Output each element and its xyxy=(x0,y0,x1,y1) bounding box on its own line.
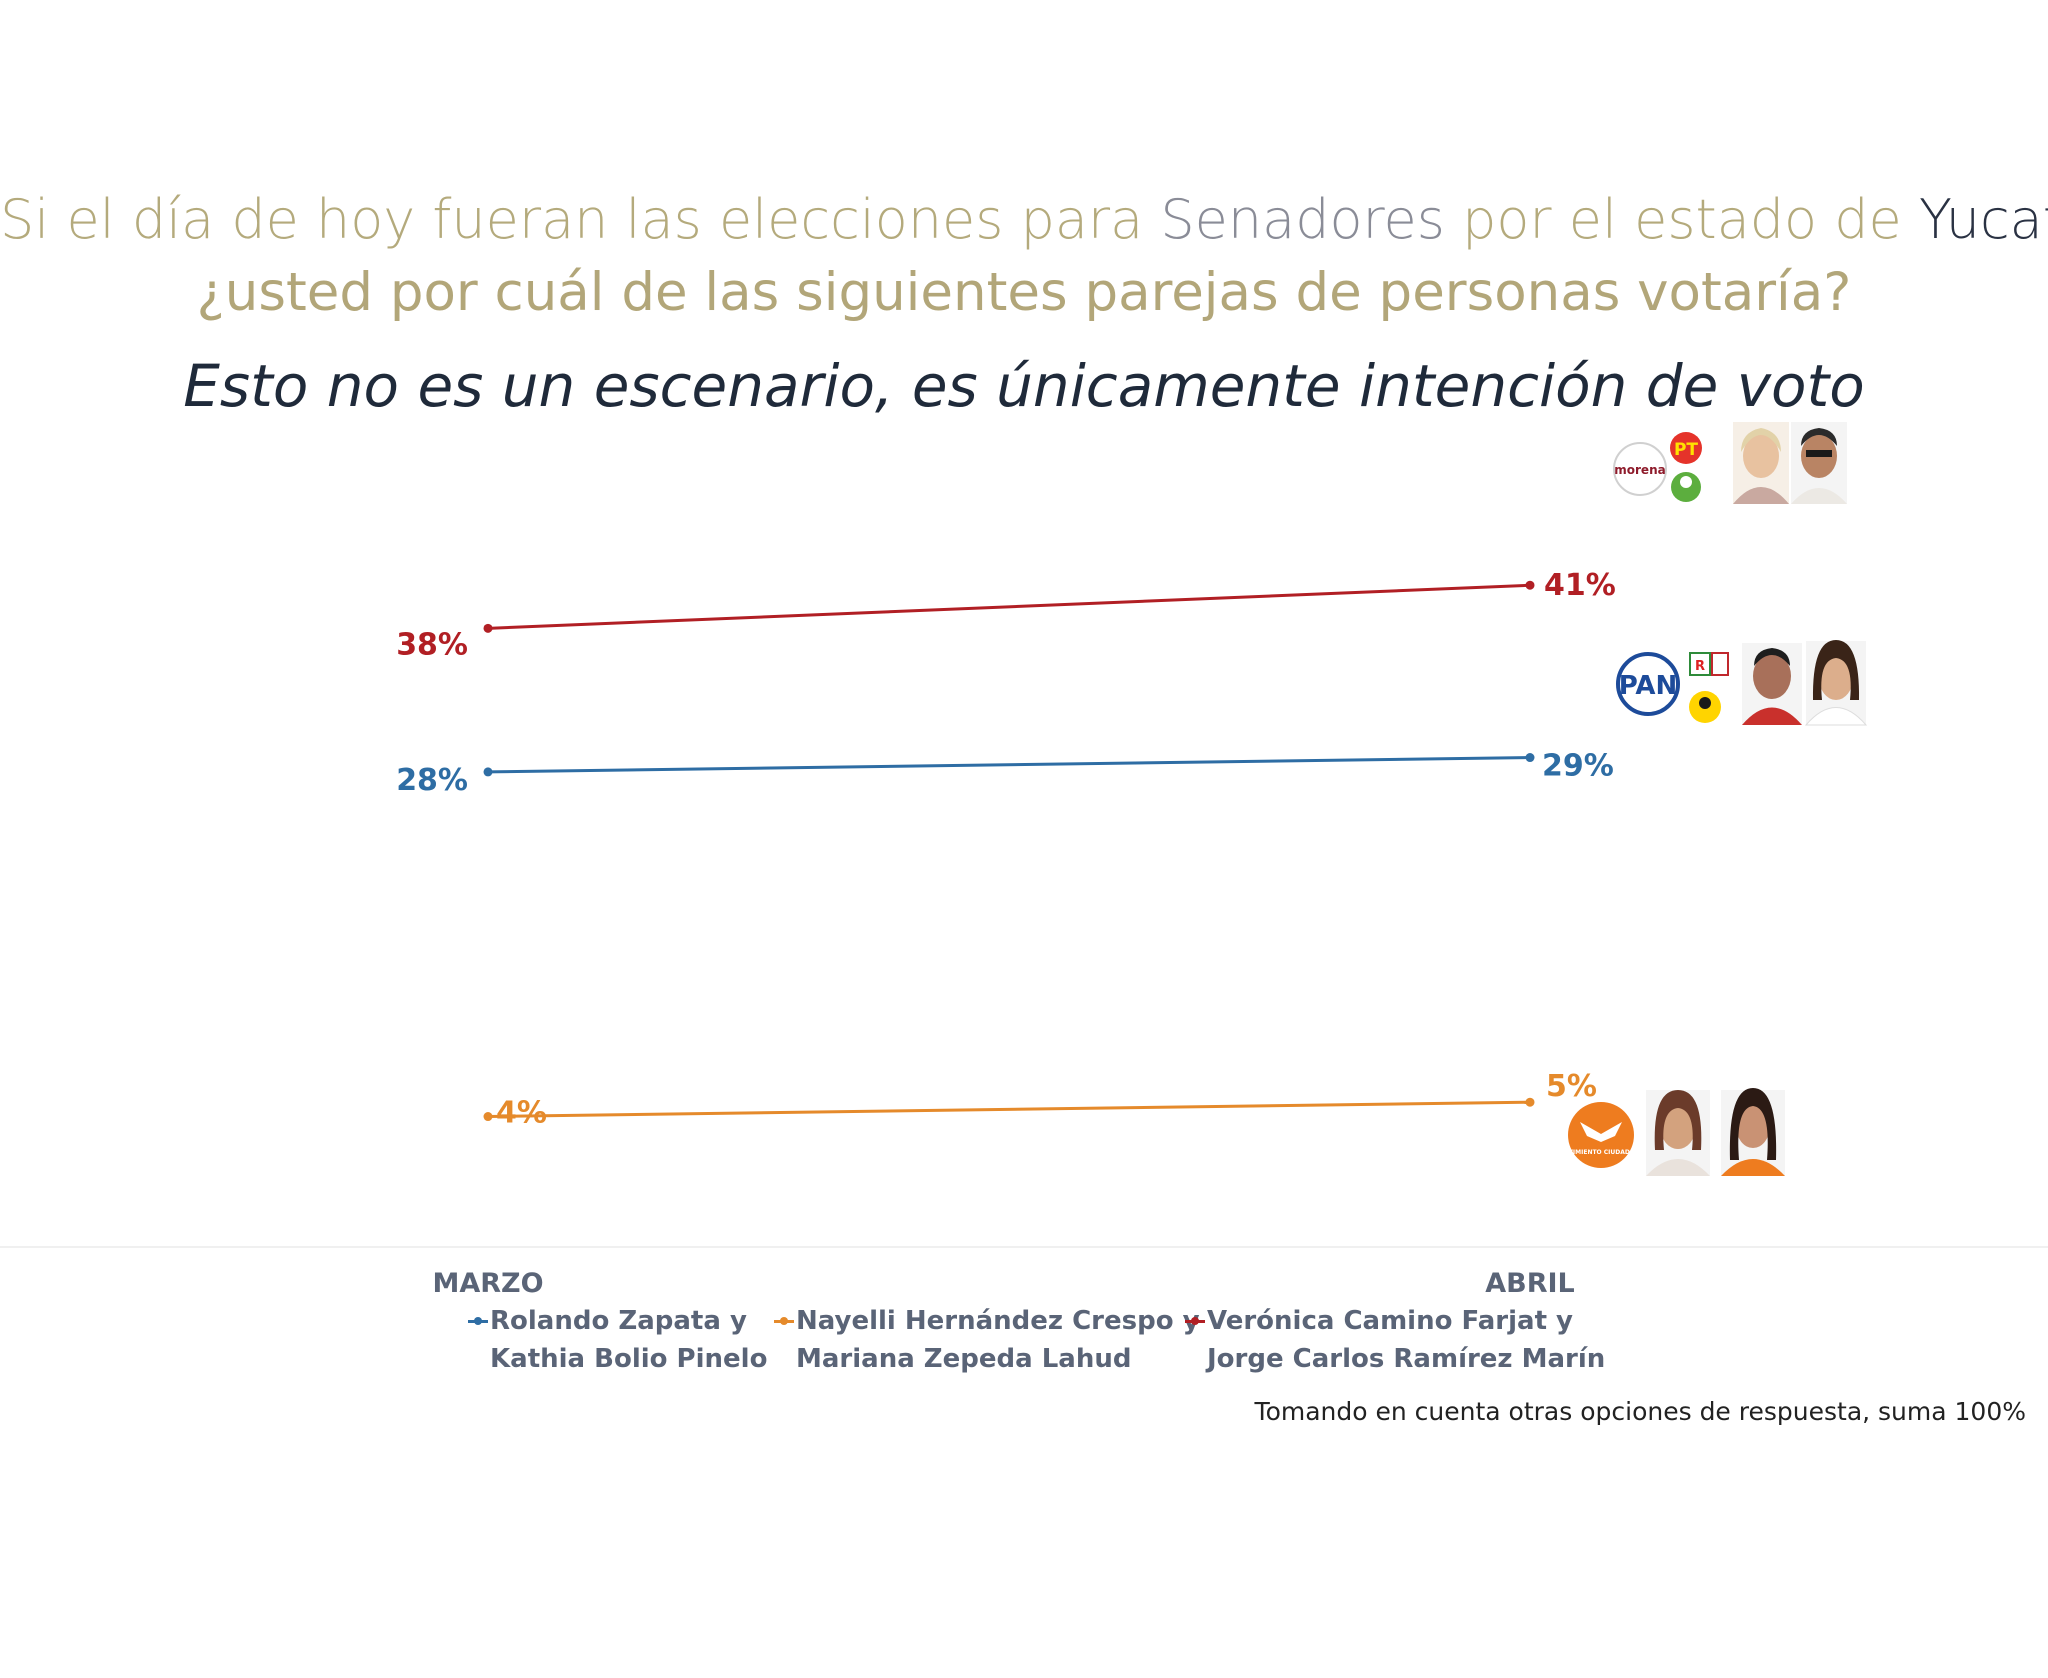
legend-label: Jorge Carlos Ramírez Marín xyxy=(1207,1344,1606,1374)
pvem-logo-icon xyxy=(1671,472,1701,502)
data-label: 29% xyxy=(1542,749,1614,784)
title-part-yucatan: Yucatán xyxy=(1918,188,2048,251)
legend-marker xyxy=(468,1317,488,1325)
series-line xyxy=(487,756,1531,774)
chart-title-line-2: ¿usted por cuál de las siguientes pareja… xyxy=(196,262,1852,323)
svg-text:PT: PT xyxy=(1674,440,1698,460)
data-label: 41% xyxy=(1544,568,1616,603)
data-point xyxy=(483,623,493,633)
svg-text:MOVIMIENTO CIUDADANO: MOVIMIENTO CIUDADANO xyxy=(1557,1149,1644,1156)
x-axis-ticks: MARZO ABRIL xyxy=(432,1268,1574,1299)
data-label: 4% xyxy=(496,1096,547,1131)
candidate-photo-icon xyxy=(1721,1088,1785,1176)
legend-label: Mariana Zepeda Lahud xyxy=(796,1344,1132,1374)
pt-logo-icon: PT xyxy=(1670,432,1702,464)
data-label: 38% xyxy=(396,627,468,662)
series-nayelli: 4% 5% xyxy=(483,1069,1597,1131)
candidate-photo-icon xyxy=(1742,643,1802,725)
data-label: 28% xyxy=(396,763,468,798)
candidate-photos-blue xyxy=(1742,640,1868,726)
data-label: 5% xyxy=(1546,1069,1597,1104)
legend-label: Verónica Camino Farjat y xyxy=(1207,1306,1573,1336)
candidate-photo-icon xyxy=(1733,422,1789,504)
prd-sun-logo-icon xyxy=(1689,691,1721,723)
prd-logo-icon: R xyxy=(1689,652,1711,676)
x-tick-label: MARZO xyxy=(432,1268,543,1299)
series-line xyxy=(487,583,1531,630)
candidate-photos-orange xyxy=(1646,1088,1785,1176)
series-layer: 28% 29% 4% 5% 38% 41% xyxy=(396,568,1616,1130)
data-point xyxy=(1525,580,1535,590)
coalition-logos-orange: MOVIMIENTO CIUDADANO xyxy=(1557,1102,1645,1168)
series-rolando: 28% 29% xyxy=(396,749,1614,798)
chart-subtitle: Esto no es un escenario, es únicamente i… xyxy=(183,352,1865,420)
title-part-3: por el estado de xyxy=(1444,188,1919,251)
series-verónica: 38% 41% xyxy=(396,568,1616,662)
legend-item: Rolando Zapata y Kathia Bolio Pinelo xyxy=(468,1302,768,1378)
legend-label: Kathia Bolio Pinelo xyxy=(490,1344,768,1374)
title-part-senadores: Senadores xyxy=(1160,188,1445,251)
coalition-logos-red: morena PT xyxy=(1613,432,1702,502)
data-point xyxy=(1525,1097,1535,1107)
pri-logo-icon xyxy=(1711,652,1729,676)
title-part-1: Si el día de hoy fueran las elecciones p… xyxy=(0,188,1161,251)
data-point xyxy=(1525,753,1535,763)
series-line xyxy=(487,1100,1531,1119)
morena-logo-icon: morena xyxy=(1613,442,1667,496)
candidate-photo-icon xyxy=(1791,422,1847,504)
legend-marker xyxy=(774,1317,794,1325)
legend-item: Nayelli Hernández Crespo y Mariana Zepeda… xyxy=(774,1302,1200,1378)
data-point xyxy=(483,767,493,777)
data-point xyxy=(483,1112,493,1122)
legend-item: Verónica Camino Farjat y Jorge Carlos Ram… xyxy=(1185,1302,1606,1378)
legend-label: Rolando Zapata y xyxy=(490,1306,747,1336)
x-tick-label: ABRIL xyxy=(1485,1268,1575,1299)
candidate-photo-icon xyxy=(1804,640,1868,726)
legend-label: Nayelli Hernández Crespo y xyxy=(796,1306,1200,1336)
mc-logo-icon: MOVIMIENTO CIUDADANO xyxy=(1557,1102,1645,1168)
pan-logo-icon: PAN xyxy=(1616,652,1680,716)
coalition-logos-blue: PAN R xyxy=(1616,652,1729,723)
svg-text:morena: morena xyxy=(1614,463,1665,477)
candidate-photos-red xyxy=(1733,422,1847,504)
chart-footnote: Tomando en cuenta otras opciones de resp… xyxy=(1254,1397,2026,1426)
chart-title-line-1: Si el día de hoy fueran las elecciones p… xyxy=(0,188,2048,251)
legend-marker xyxy=(1185,1317,1205,1325)
svg-text:R: R xyxy=(1695,659,1705,674)
candidate-photo-icon xyxy=(1646,1090,1710,1176)
svg-text:PAN: PAN xyxy=(1619,671,1678,701)
